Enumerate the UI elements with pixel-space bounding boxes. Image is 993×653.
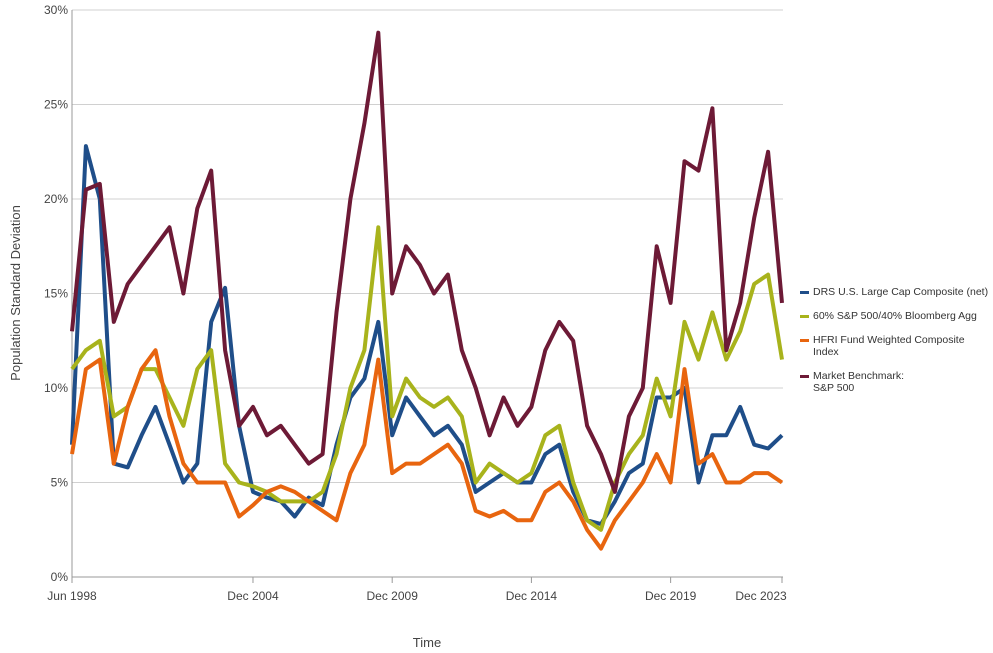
legend-swatch: [800, 339, 809, 342]
x-tick-label: Dec 2019: [645, 589, 697, 603]
legend-swatch: [800, 315, 809, 318]
legend-item: HFRI Fund Weighted Composite Index: [800, 334, 990, 358]
legend-label: HFRI Fund Weighted Composite Index: [813, 334, 965, 358]
legend-item: DRS U.S. Large Cap Composite (net): [800, 286, 990, 298]
x-tick-label: Dec 2023: [735, 589, 787, 603]
y-tick-label: 25%: [44, 98, 68, 112]
series-line: [70, 225, 784, 532]
series-line: [70, 144, 784, 527]
y-tick-label: 20%: [44, 192, 68, 206]
x-axis-label: Time: [413, 635, 441, 650]
legend-label: Market Benchmark: S&P 500: [813, 370, 905, 394]
legend-item: Market Benchmark: S&P 500: [800, 370, 990, 394]
y-tick-label: 10%: [44, 381, 68, 395]
legend-label: 60% S&P 500/40% Bloomberg Agg: [813, 310, 977, 322]
legend-item: 60% S&P 500/40% Bloomberg Agg: [800, 310, 990, 322]
legend-swatch: [800, 375, 809, 378]
legend-swatch: [800, 291, 809, 294]
series-line: [70, 30, 784, 494]
x-tick-label: Dec 2014: [506, 589, 558, 603]
series-line: [70, 348, 784, 551]
x-tick-label: Dec 2009: [367, 589, 419, 603]
legend-label: DRS U.S. Large Cap Composite (net): [813, 286, 989, 298]
y-tick-label: 15%: [44, 287, 68, 301]
legend: DRS U.S. Large Cap Composite (net) 60% S&…: [800, 286, 990, 406]
y-tick-label: 5%: [51, 476, 69, 490]
y-axis-label: Population Standard Deviation: [8, 205, 23, 381]
x-tick-label: Dec 2004: [227, 589, 279, 603]
x-tick-label: Jun 1998: [47, 589, 97, 603]
y-tick-label: 0%: [51, 570, 69, 584]
y-tick-label: 30%: [44, 3, 68, 17]
